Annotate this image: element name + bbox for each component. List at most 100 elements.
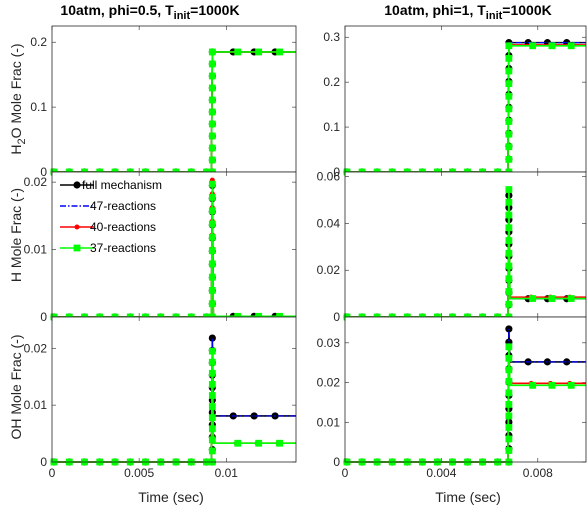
title-right: 10atm, phi=1, Tinit=1000K xyxy=(384,2,551,22)
ytick-label: 0.1 xyxy=(323,120,340,134)
ytick-label: 0.06 xyxy=(317,170,341,184)
data-point xyxy=(543,358,552,366)
plot-area xyxy=(345,317,586,462)
data-point xyxy=(250,412,258,420)
data-point xyxy=(208,156,216,164)
data-point xyxy=(567,42,575,50)
legend-entry: full mechanism xyxy=(60,178,162,192)
data-point xyxy=(208,108,216,116)
ytick-label: 0.2 xyxy=(323,75,340,89)
data-point xyxy=(208,403,216,410)
xlabel-left: Time (sec) xyxy=(138,489,204,505)
data-point xyxy=(505,92,513,100)
data-point xyxy=(505,67,513,75)
data-point xyxy=(208,96,216,104)
ytick-label: 0.3 xyxy=(323,30,340,44)
data-point xyxy=(208,48,216,56)
data-point xyxy=(567,381,575,389)
title-left: 10atm, phi=0.5, Tinit=1000K xyxy=(60,2,239,22)
data-point xyxy=(234,312,242,320)
ytick-label: 0 xyxy=(40,310,47,324)
ytick-label: 0.02 xyxy=(317,263,341,277)
data-point xyxy=(548,42,556,50)
data-point xyxy=(505,424,513,431)
legend-entry: 37-reactions xyxy=(60,241,156,255)
data-point xyxy=(505,447,513,454)
plot-area xyxy=(52,172,296,317)
data-point xyxy=(567,295,575,302)
data-point xyxy=(208,347,216,355)
data-point xyxy=(208,273,216,281)
data-point xyxy=(505,400,513,408)
data-point xyxy=(505,366,513,374)
data-point xyxy=(505,224,513,232)
ytick-label: 0.01 xyxy=(317,415,341,429)
data-point xyxy=(505,105,513,113)
panel-0-1: 0 0.01 0.02 xyxy=(24,171,297,324)
ytick-label: 0.01 xyxy=(24,243,48,257)
data-point xyxy=(529,42,537,50)
data-point xyxy=(255,312,263,320)
legend-marker xyxy=(74,224,80,230)
plot-area xyxy=(345,172,586,317)
data-point xyxy=(208,194,216,201)
data-point xyxy=(505,143,513,151)
legend-entry: 40-reactions xyxy=(60,220,156,234)
xtick-label: 0 xyxy=(342,466,349,480)
data-point xyxy=(505,343,513,351)
data-point xyxy=(255,439,263,447)
ylabel-h2o: H2O Mole Frac (-) xyxy=(8,43,28,154)
data-point xyxy=(208,220,216,228)
data-point xyxy=(505,118,513,125)
data-point xyxy=(208,358,216,366)
data-point xyxy=(208,334,216,342)
legend: full mechanism 47-reactions 40-reactions 37… xyxy=(60,178,162,255)
data-point xyxy=(563,358,571,366)
data-point xyxy=(208,369,216,377)
data-point xyxy=(208,72,216,80)
data-point xyxy=(505,389,513,397)
data-point xyxy=(208,392,216,399)
xtick-label: 0.008 xyxy=(523,466,553,480)
panel-1-0: 0 0.1 0.2 0.3 xyxy=(323,25,587,179)
data-point xyxy=(505,412,513,420)
ytick-label: 0.02 xyxy=(24,175,48,189)
data-point xyxy=(208,380,216,388)
data-point xyxy=(548,295,556,302)
data-point xyxy=(505,377,513,385)
panel-1-2: 0 0.01 0.02 0.03 0 0.004 0.008 xyxy=(317,316,587,480)
data-point xyxy=(208,132,216,140)
ytick-label: 0 xyxy=(333,310,340,324)
data-point xyxy=(505,300,513,308)
ylabel-oh: OH Mole Frac (-) xyxy=(8,335,24,440)
axes-box xyxy=(344,316,587,463)
xtick-label: 0 xyxy=(49,466,56,480)
data-point xyxy=(505,42,513,50)
axes-box xyxy=(51,316,297,463)
data-point xyxy=(208,425,216,433)
data-point xyxy=(505,354,513,362)
data-point xyxy=(208,207,216,215)
ytick-label: 0.03 xyxy=(317,336,341,350)
ytick-label: 0.2 xyxy=(30,35,47,49)
plot-area xyxy=(52,26,296,172)
legend-label: 47-reactions xyxy=(90,199,156,213)
data-point xyxy=(505,288,513,295)
panel-1-1: 0 0.02 0.04 0.06 xyxy=(317,170,587,324)
data-point xyxy=(208,144,216,152)
data-point xyxy=(234,439,242,447)
data-point xyxy=(208,233,216,241)
ytick-label: 0.02 xyxy=(317,376,341,390)
ytick-label: 0.04 xyxy=(317,216,341,230)
xtick-label: 0.005 xyxy=(124,466,154,480)
data-point xyxy=(505,275,513,283)
data-point xyxy=(208,447,216,455)
data-point xyxy=(208,300,216,308)
data-point xyxy=(505,237,513,244)
data-point xyxy=(276,439,283,447)
legend-marker xyxy=(73,244,81,252)
data-point xyxy=(505,211,513,219)
data-point xyxy=(208,84,216,92)
data-point xyxy=(208,247,216,254)
